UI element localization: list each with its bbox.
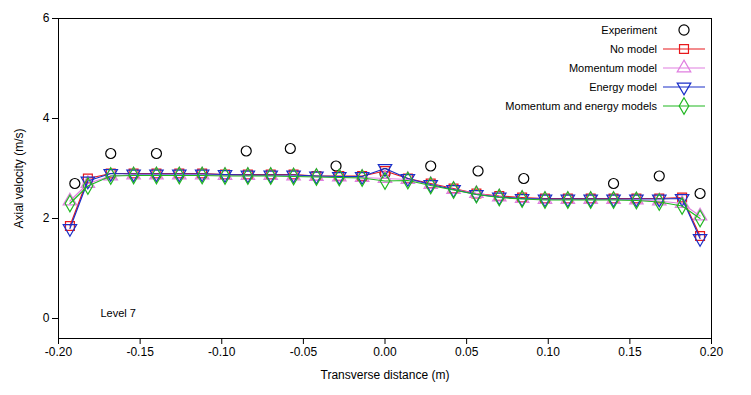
svg-text:2: 2 — [43, 211, 50, 225]
svg-text:0.00: 0.00 — [373, 345, 397, 359]
svg-text:No model: No model — [610, 43, 657, 55]
svg-text:0.10: 0.10 — [537, 345, 561, 359]
svg-text:Momentum and energy models: Momentum and energy models — [505, 100, 657, 112]
svg-text:Transverse distance (m): Transverse distance (m) — [321, 368, 450, 382]
svg-text:Level 7: Level 7 — [101, 307, 136, 319]
svg-text:-0.10: -0.10 — [208, 345, 236, 359]
svg-text:6: 6 — [43, 11, 50, 25]
svg-text:Momentum model: Momentum model — [569, 62, 657, 74]
svg-text:-0.05: -0.05 — [290, 345, 318, 359]
svg-text:Energy model: Energy model — [589, 81, 657, 93]
svg-text:-0.20: -0.20 — [45, 345, 73, 359]
svg-text:0.15: 0.15 — [618, 345, 642, 359]
svg-text:Axial velocity (m/s): Axial velocity (m/s) — [12, 128, 26, 228]
svg-text:0: 0 — [43, 311, 50, 325]
svg-text:4: 4 — [43, 111, 50, 125]
svg-text:Experiment: Experiment — [601, 24, 657, 36]
svg-text:-0.15: -0.15 — [126, 345, 154, 359]
svg-text:0.20: 0.20 — [700, 345, 724, 359]
svg-text:0.05: 0.05 — [455, 345, 479, 359]
